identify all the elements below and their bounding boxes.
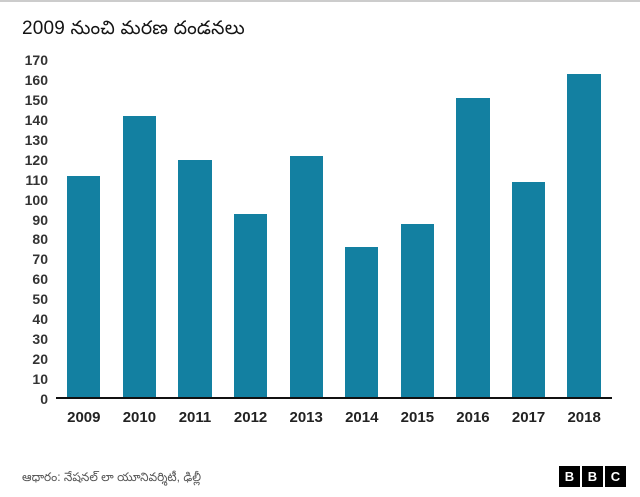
y-tick-label: 160 xyxy=(24,71,48,88)
y-tick-label: 110 xyxy=(25,171,48,188)
bar-2018 xyxy=(567,73,601,397)
y-tick-label: 20 xyxy=(32,351,48,368)
x-tick-label: 2012 xyxy=(233,409,268,426)
bar-2009 xyxy=(67,175,101,397)
bar-column xyxy=(112,60,168,397)
y-tick-label: 30 xyxy=(32,331,48,348)
x-tick-label: 2016 xyxy=(456,409,490,426)
y-tick-label: 40 xyxy=(32,311,48,328)
bar-2012 xyxy=(233,213,268,397)
bar-column xyxy=(278,60,334,397)
y-tick-label: 100 xyxy=(24,191,48,208)
y-tick-label: 0 xyxy=(40,391,48,407)
bar-column xyxy=(501,60,557,397)
y-tick-label: 170 xyxy=(24,52,48,68)
x-tick-label: 2010 xyxy=(122,409,157,426)
y-tick-label: 50 xyxy=(32,291,48,308)
x-tick-label: 2014 xyxy=(345,409,379,426)
bar-column xyxy=(56,60,112,397)
bar-column xyxy=(334,60,390,397)
x-axis: 2009 2010 2011 2012 2013 2014 2015 2016 2017 2018 xyxy=(56,409,612,426)
chart-footer: ఆధారం: నేషనల్ లా యూనివర్శిటీ, ఢిల్లీ B B… xyxy=(22,466,626,487)
y-tick-label: 140 xyxy=(24,111,48,128)
bar-2014 xyxy=(345,247,379,397)
bar-2011 xyxy=(178,159,212,397)
y-tick-label: 80 xyxy=(32,231,48,248)
bar-chart: 0 10 20 30 40 50 60 70 80 90 100 110 120 130 140 150 160… xyxy=(22,53,612,406)
bar-column xyxy=(223,60,279,397)
x-tick-label: 2013 xyxy=(289,409,323,426)
chart-title: 2009 నుంచి మరణ దండనలు xyxy=(22,18,245,39)
bar-2013 xyxy=(289,155,323,397)
bar-column xyxy=(167,60,223,397)
bar-2010 xyxy=(122,115,157,397)
bbc-logo-letter: C xyxy=(605,466,626,487)
y-tick-label: 130 xyxy=(24,131,48,148)
plot-area xyxy=(56,60,612,399)
y-axis: 0 10 20 30 40 50 60 70 80 90 100 110 120 130 140 150 160… xyxy=(22,53,56,406)
x-tick-label: 2009 xyxy=(67,409,101,426)
y-tick-label: 90 xyxy=(32,211,48,228)
y-tick-label: 70 xyxy=(32,251,48,268)
bar-2015 xyxy=(400,223,435,397)
y-tick-label: 120 xyxy=(24,151,48,168)
bar-column xyxy=(556,60,612,397)
x-tick-label: 2015 xyxy=(400,409,435,426)
x-tick-label: 2017 xyxy=(511,409,546,426)
bar-column xyxy=(445,60,501,397)
source-attribution: ఆధారం: నేషనల్ లా యూనివర్శిటీ, ఢిల్లీ xyxy=(22,470,202,484)
y-tick-label: 150 xyxy=(24,91,48,108)
y-tick-label: 60 xyxy=(32,271,48,288)
bbc-logo-letter: B xyxy=(559,466,580,487)
x-tick-label: 2011 xyxy=(178,409,212,426)
y-tick-label: 10 xyxy=(32,371,48,388)
bar-2017 xyxy=(511,181,546,397)
x-tick-label: 2018 xyxy=(567,409,601,426)
bar-2016 xyxy=(456,97,490,397)
bbc-logo-letter: B xyxy=(582,466,603,487)
bbc-logo-icon: B B C xyxy=(559,466,626,487)
bar-column xyxy=(390,60,446,397)
